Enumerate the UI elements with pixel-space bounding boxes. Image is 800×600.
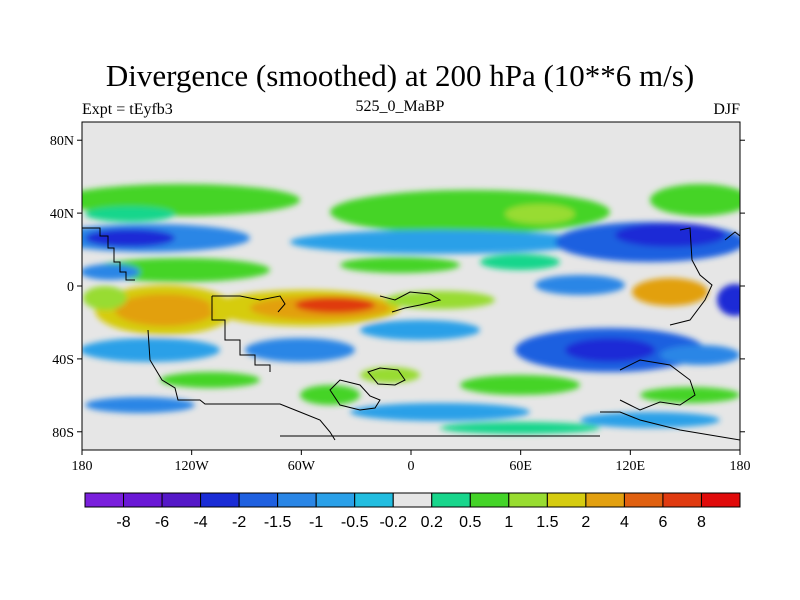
y-axis: 80N 40N 0 40S 80S — [50, 134, 745, 441]
coastline-australia — [619, 359, 696, 411]
colorbar-label: 4 — [620, 514, 629, 531]
colorbar-label: -0.5 — [341, 514, 369, 531]
contour-blob — [350, 403, 530, 421]
colorbar-swatch — [700, 492, 741, 508]
colorbar-swatch — [277, 492, 317, 508]
coastline-antarctica-west — [147, 329, 336, 441]
colorbar-swatch — [585, 492, 625, 508]
coastline-east-asia — [724, 231, 740, 241]
colorbar-swatch — [623, 492, 664, 508]
colorbar-label: 0.5 — [459, 514, 481, 531]
contour-blob — [460, 375, 580, 395]
contour-blob — [717, 284, 740, 316]
contour-blob — [290, 230, 590, 254]
colorbar-label: 8 — [697, 514, 706, 531]
x-tick-label: 180 — [72, 459, 93, 474]
plot-area — [82, 122, 740, 450]
colorbar-label: 1 — [504, 514, 513, 531]
contour-blob — [340, 257, 460, 273]
colorbar-swatch — [508, 492, 548, 508]
coastline-north-america — [82, 227, 135, 281]
coastline-antarctica-east — [600, 411, 740, 441]
colorbar-label: -6 — [155, 514, 169, 531]
x-tick-label: 0 — [408, 459, 415, 474]
colorbar: -8 -6 -4 -2 -1.5 -1 -0.5 -0.2 0.2 0.5 1 1.5 2 4 6 8 — [84, 492, 741, 531]
colorbar-label: -0.2 — [379, 514, 407, 531]
x-tick-label: 120E — [616, 459, 646, 474]
contour-blob — [160, 372, 260, 388]
colorbar-swatch — [546, 492, 587, 508]
x-axis: 180 120W 60W 0 60E 120E 180 — [72, 450, 751, 474]
contour-blob — [565, 338, 655, 362]
contour-blob — [85, 229, 175, 247]
contour-blob — [245, 338, 355, 362]
season-label: DJF — [713, 101, 740, 118]
contour-blob — [660, 345, 740, 365]
x-tick-label: 120W — [175, 459, 210, 474]
colorbar-label: -4 — [193, 514, 207, 531]
y-tick-label: 80S — [52, 426, 74, 441]
contour-blob — [360, 320, 480, 340]
case-label: 525_0_MaBP — [355, 98, 445, 115]
coastline-south-america — [211, 296, 271, 372]
contour-blob — [82, 264, 140, 280]
coastlines — [82, 227, 740, 441]
colorbar-swatch — [238, 492, 279, 508]
colorbar-label: 2 — [581, 514, 590, 531]
contour-blob — [580, 412, 720, 428]
coastline-asia — [669, 227, 713, 326]
coastline-africa — [379, 291, 442, 313]
colorbar-swatch — [315, 492, 356, 508]
colorbar-label: 1.5 — [536, 514, 558, 531]
colorbar-label: -2 — [232, 514, 246, 531]
contour-blob — [295, 297, 375, 313]
x-tick-label: 180 — [730, 459, 751, 474]
contour-blob — [632, 278, 708, 306]
contour-blob — [615, 223, 725, 247]
contour-blob — [505, 204, 575, 224]
contour-fill — [82, 184, 740, 434]
colorbar-swatch — [161, 492, 202, 508]
contour-blob — [480, 254, 560, 270]
contour-blob — [650, 184, 740, 216]
coastline-island-2 — [367, 367, 406, 386]
experiment-label: Expt = tEyfb3 — [82, 101, 173, 118]
colorbar-label: 6 — [658, 514, 667, 531]
plot-background — [82, 122, 740, 450]
contour-blob — [535, 275, 625, 295]
colorbar-swatch — [200, 492, 240, 508]
contour-blob — [115, 294, 215, 326]
coastline-south-america-north — [212, 295, 286, 313]
colorbar-swatch — [431, 492, 471, 508]
contour-blob — [360, 367, 420, 383]
colorbar-swatch — [123, 492, 163, 508]
contour-blob — [85, 397, 195, 413]
contour-blob — [83, 286, 127, 310]
x-tick-label: 60W — [288, 459, 316, 474]
colorbar-swatch — [392, 492, 433, 508]
colorbar-swatch — [354, 492, 394, 508]
contour-blob — [300, 385, 360, 405]
colorbar-swatch — [84, 492, 125, 508]
y-tick-label: 0 — [67, 280, 74, 295]
colorbar-label: 0.2 — [421, 514, 443, 531]
colorbar-label: -1.5 — [264, 514, 292, 531]
contour-blob — [85, 206, 175, 222]
colorbar-swatch — [662, 492, 702, 508]
contour-blob — [82, 338, 220, 362]
coastline-island — [329, 379, 381, 411]
colorbar-label: -8 — [116, 514, 130, 531]
y-tick-label: 40N — [50, 207, 74, 222]
x-tick-label: 60E — [509, 459, 532, 474]
contour-blob — [640, 387, 740, 403]
y-tick-label: 80N — [50, 134, 74, 149]
contour-blob — [440, 422, 600, 434]
chart-title: Divergence (smoothed) at 200 hPa (10**6 … — [105, 58, 695, 93]
colorbar-label: -1 — [309, 514, 323, 531]
colorbar-swatch — [469, 492, 510, 508]
y-tick-label: 40S — [52, 353, 74, 368]
